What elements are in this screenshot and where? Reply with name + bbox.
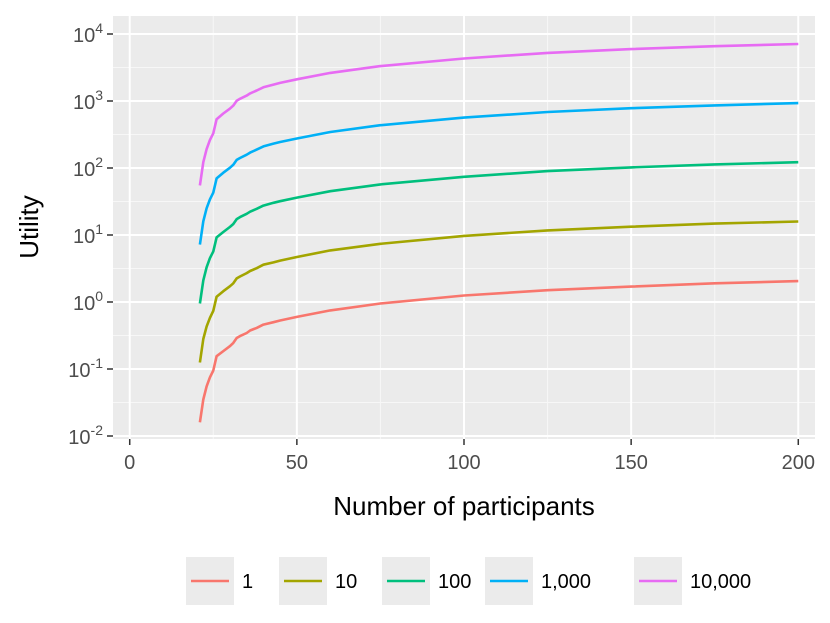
series-line — [198, 160, 799, 304]
legend: 1 10 100 1,000 10,000 — [186, 557, 751, 605]
x-tick-label: 200 — [782, 452, 815, 474]
x-tick-label: 50 — [286, 452, 308, 474]
legend-label: 10,000 — [690, 571, 751, 593]
x-tick-label: 150 — [614, 452, 647, 474]
y-tick-label: 100 — [73, 288, 103, 315]
series-line — [198, 220, 799, 363]
legend-label: 1 — [242, 571, 253, 593]
y-axis-title: Utility — [14, 195, 44, 259]
y-tick-label: 102 — [73, 154, 103, 181]
legend-label: 1,000 — [541, 571, 591, 593]
x-axis-title: Number of participants — [333, 491, 595, 521]
series-line — [198, 101, 799, 245]
y-tick-label: 103 — [73, 87, 103, 114]
y-tick-label: 10-2 — [68, 422, 103, 449]
y-tick-label: 10-1 — [68, 355, 103, 382]
series-line — [198, 279, 799, 423]
legend-label: 100 — [438, 571, 471, 593]
x-tick-label: 0 — [124, 452, 135, 474]
series-lines — [198, 42, 799, 423]
x-tick-label: 100 — [447, 452, 480, 474]
series-line — [198, 42, 799, 186]
legend-label: 10 — [335, 571, 357, 593]
major-gridlines — [113, 16, 815, 439]
x-axis: 0 50 100 150 200 — [124, 439, 815, 474]
y-tick-label: 104 — [73, 20, 103, 47]
y-tick-label: 101 — [73, 221, 103, 248]
y-axis: 10-2 10-1 100 101 102 103 104 — [68, 20, 113, 449]
